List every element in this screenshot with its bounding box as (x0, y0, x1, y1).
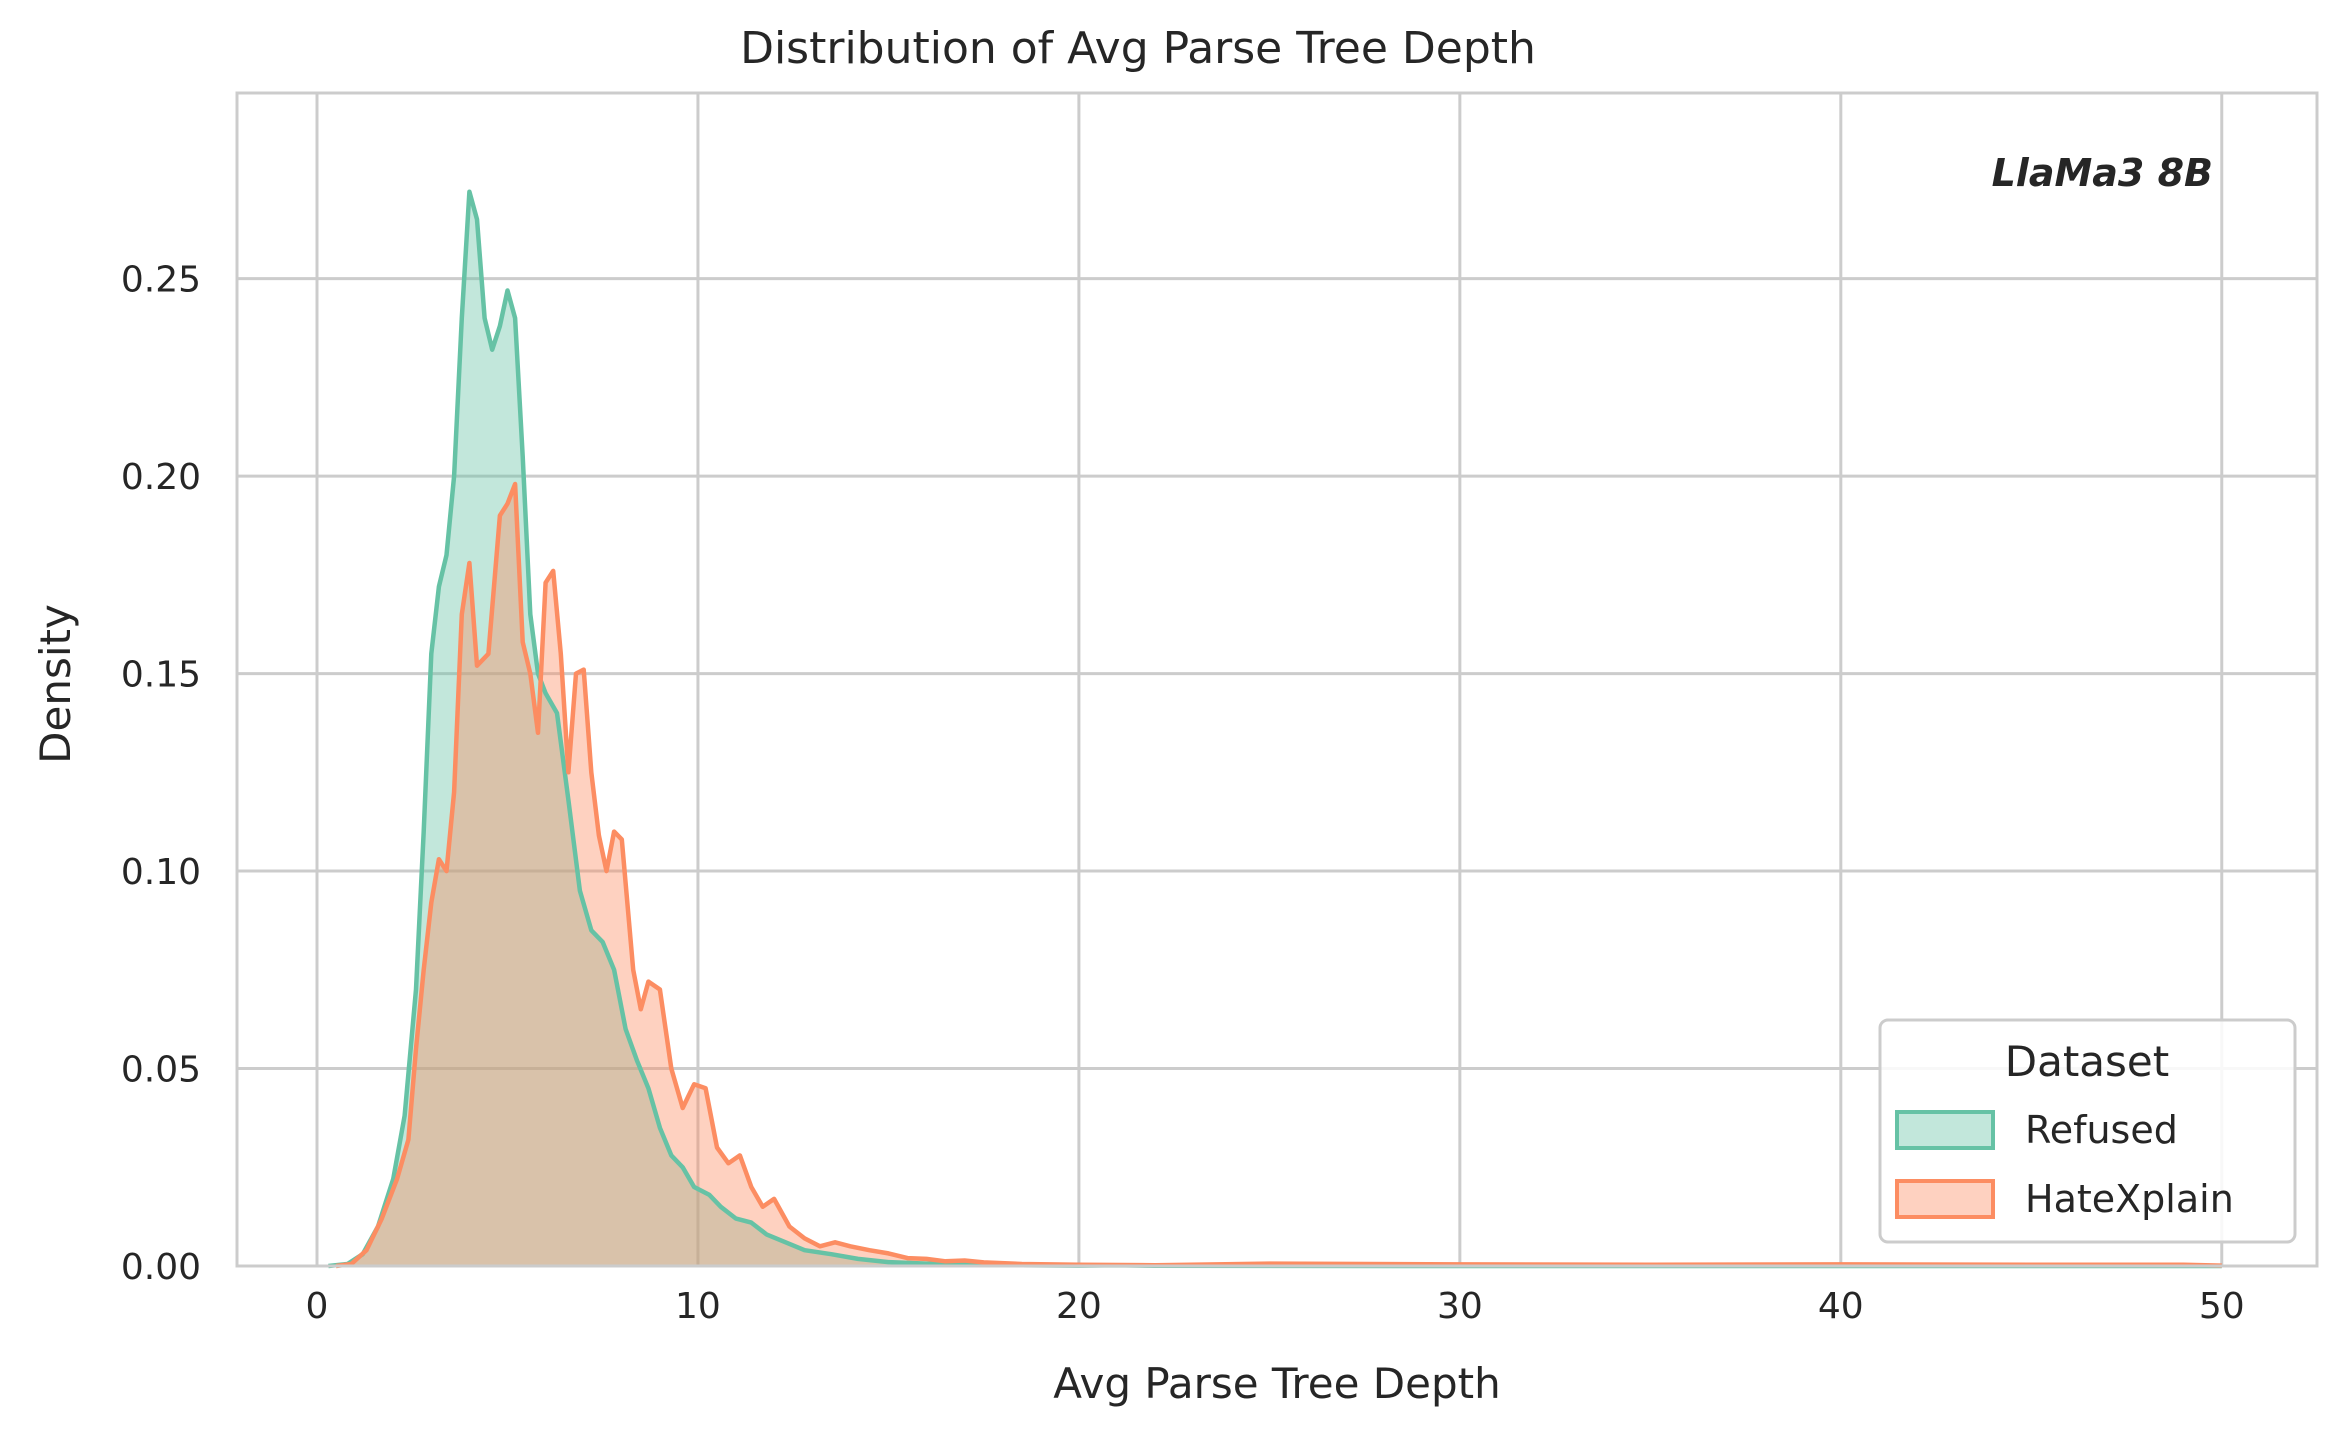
x-axis-ticks: 0 10 20 30 40 50 (306, 1286, 2245, 1327)
y-axis-ticks: 0.00 0.05 0.10 0.15 0.20 0.25 (121, 260, 201, 1288)
legend-box (1878, 1018, 2297, 1244)
density-area-hatexplain (336, 484, 2222, 1266)
plot-frame (235, 91, 2319, 1268)
y-tick-label: 0.15 (121, 655, 201, 696)
legend-title: Dataset (2005, 1037, 2169, 1086)
x-tick-label: 0 (306, 1286, 329, 1327)
x-tick-label: 30 (1437, 1286, 1483, 1327)
series-fills (328, 191, 2222, 1267)
legend-label-refused: Refused (2025, 1108, 2178, 1152)
legend-swatch-refused (1895, 1110, 1995, 1150)
x-tick-label: 20 (1056, 1286, 1102, 1327)
x-tick-label: 10 (675, 1286, 721, 1327)
x-axis-label: Avg Parse Tree Depth (1053, 1359, 1500, 1408)
chart-title: Distribution of Avg Parse Tree Depth (740, 23, 1536, 74)
model-annotation: LlaMa3 8B (1992, 151, 2213, 195)
legend: Dataset Refused HateXplain (1878, 1018, 2297, 1244)
density-line-hatexplain (335, 481, 2222, 1269)
x-tick-label: 50 (2199, 1286, 2245, 1327)
y-axis-label: Density (31, 604, 80, 764)
y-tick-label: 0.00 (121, 1247, 201, 1288)
density-area-refused (328, 191, 2222, 1267)
y-tick-label: 0.05 (121, 1050, 201, 1091)
series-lines (328, 189, 2222, 1269)
legend-swatch-hatexplain (1895, 1179, 1995, 1219)
y-tick-label: 0.25 (121, 260, 201, 301)
density-line-refused (328, 189, 2222, 1269)
y-tick-label: 0.10 (121, 852, 201, 893)
legend-label-hatexplain: HateXplain (2025, 1177, 2234, 1221)
x-tick-label: 40 (1818, 1286, 1864, 1327)
y-tick-label: 0.20 (121, 457, 201, 498)
